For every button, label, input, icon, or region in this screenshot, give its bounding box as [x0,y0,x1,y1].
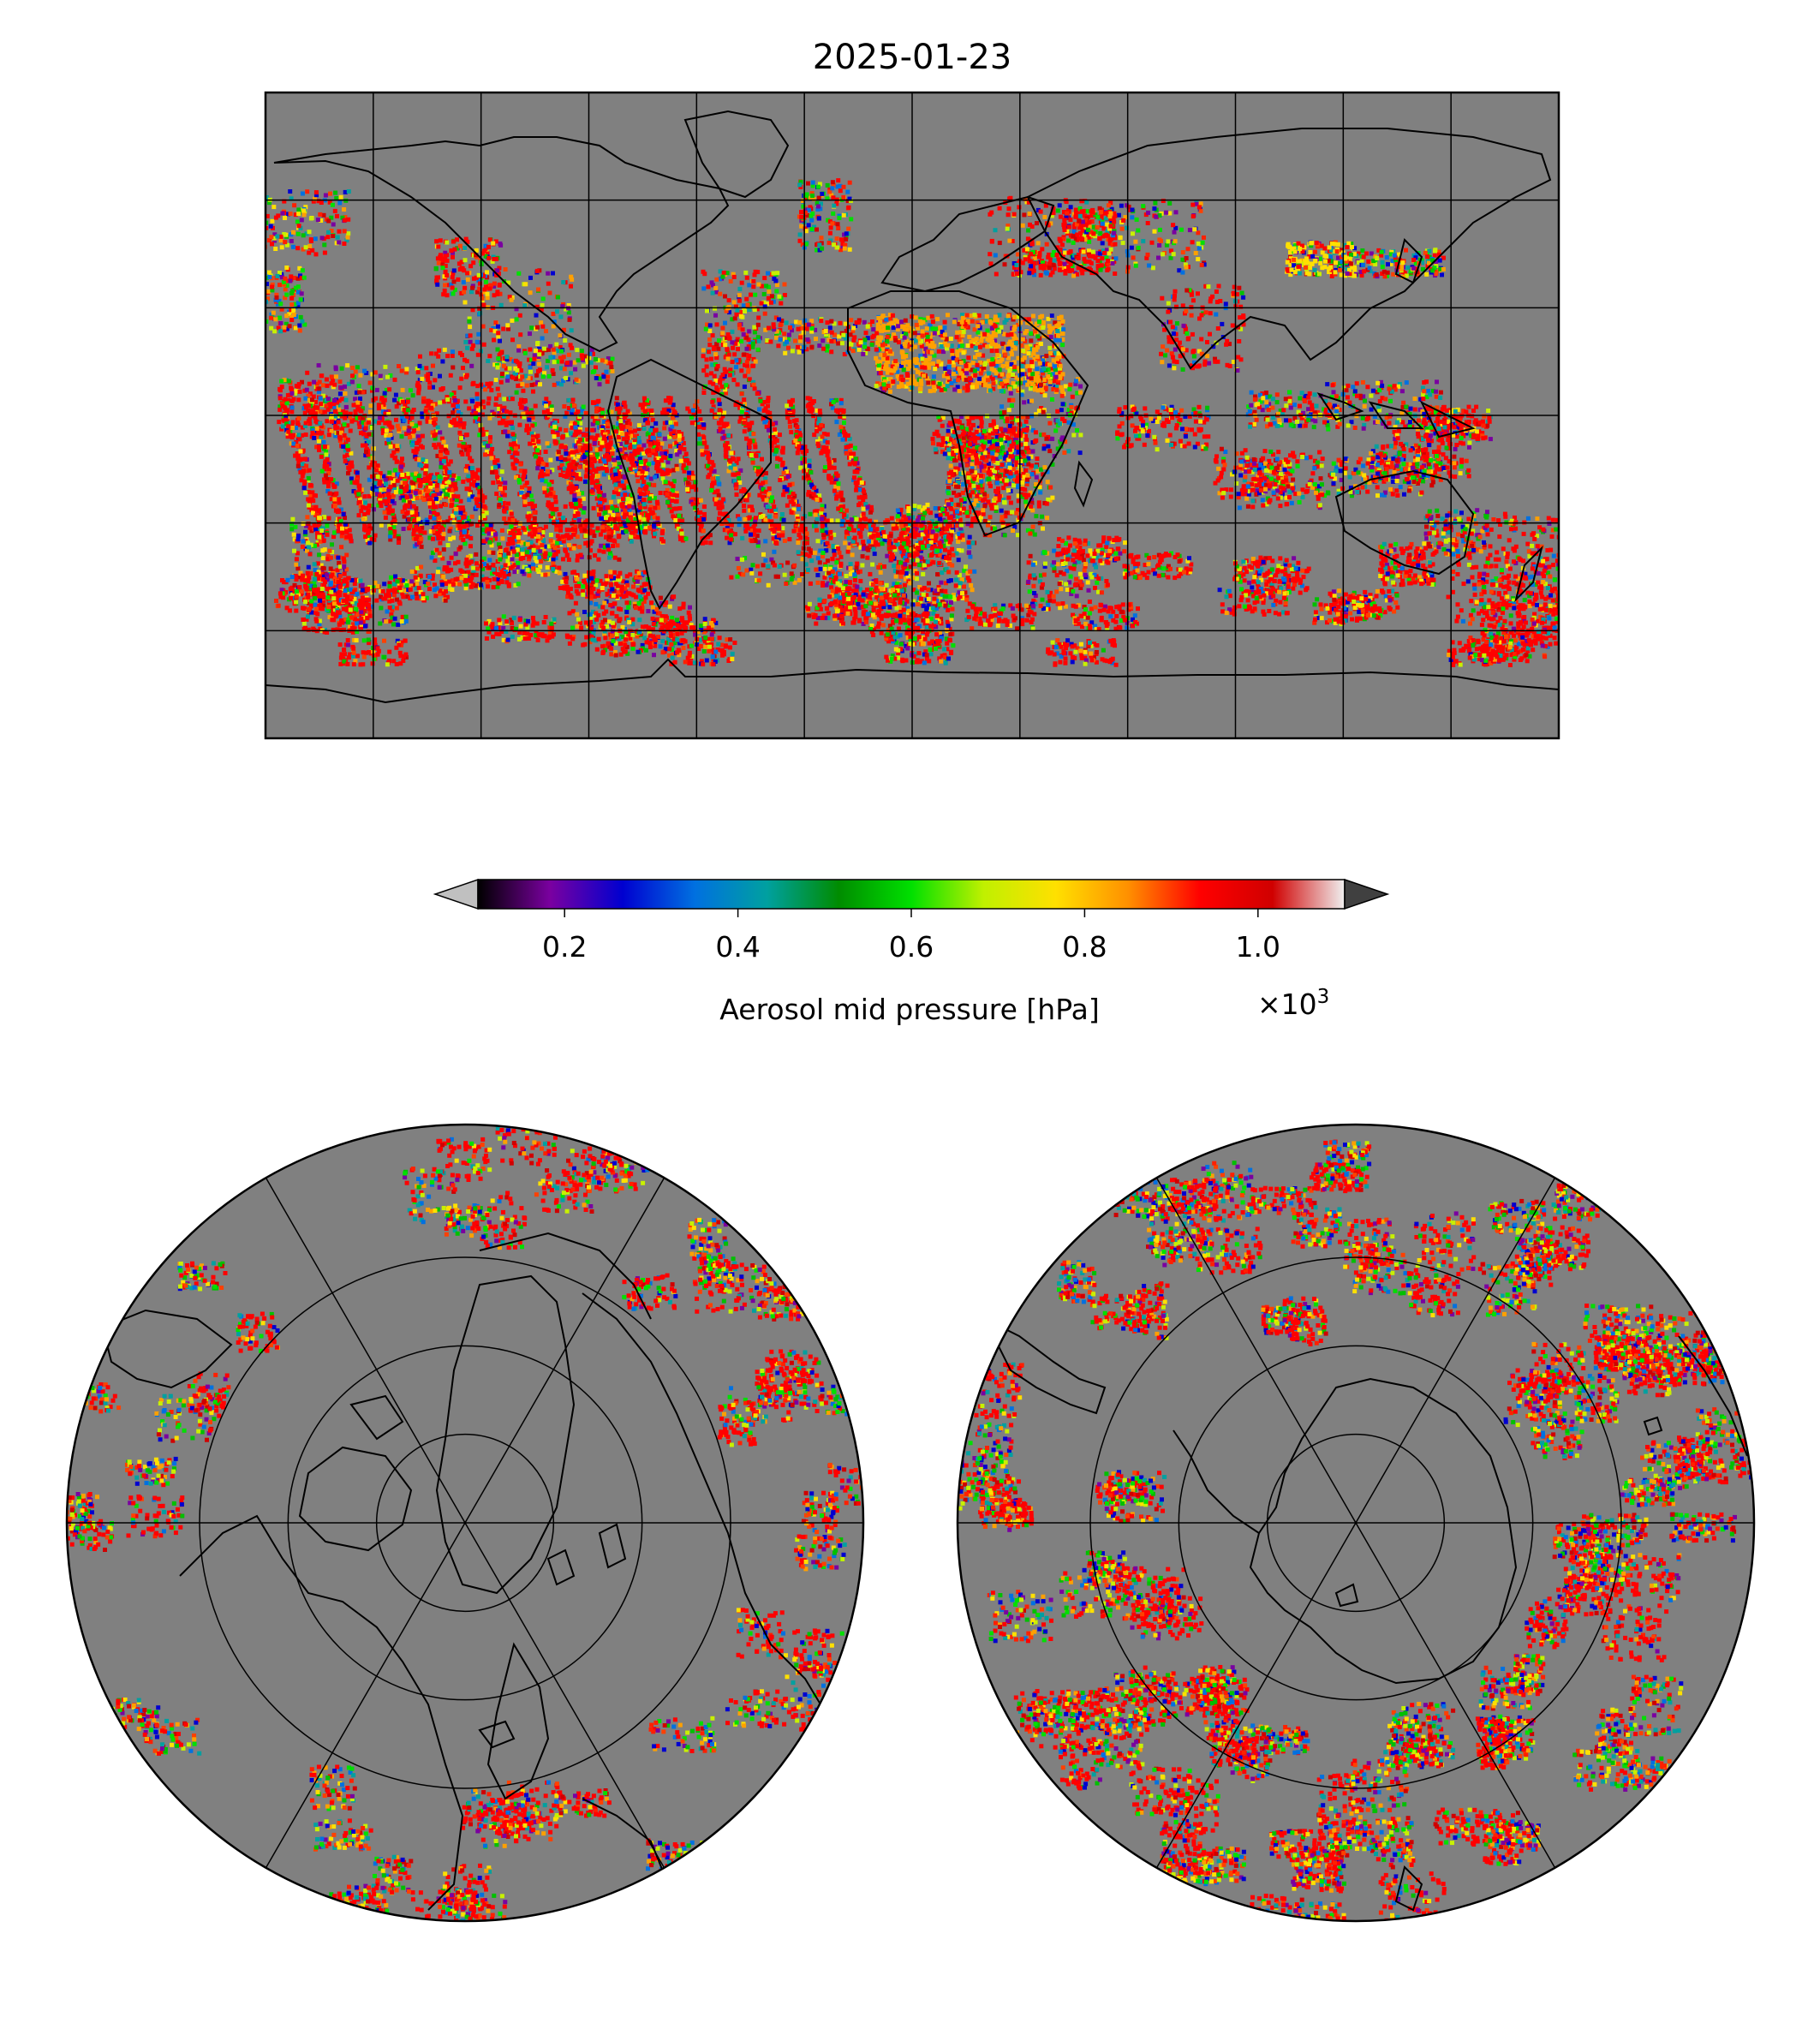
north-polar-map [65,1123,865,1923]
map-title: 2025-01-23 [813,38,1011,77]
global-map-frame [264,91,1560,740]
colorbar-tick-label: 0.6 [889,930,934,964]
colorbar-gradient [477,879,1346,910]
global-map [264,91,1560,740]
meridian-line [1355,1177,1556,1524]
colorbar-tick-label: 1.0 [1236,930,1280,964]
colorbar-label: Aerosol mid pressure [hPa] [719,993,1099,1026]
colorbar-multiplier-exponent: 3 [1317,986,1330,1008]
colorbar-tick-label: 0.2 [542,930,587,964]
meridian-line [265,1177,466,1524]
colorbar-multiplier-base: ×10 [1257,988,1317,1021]
colorbar-over-extension [1344,878,1390,910]
north-polar-coastlines [101,1232,849,1911]
south-polar-map [956,1123,1756,1923]
north-polar-gridlines [67,1177,863,1869]
colorbar-multiplier: ×103 [1257,986,1329,1021]
colorbar-under-extension [433,878,479,910]
colorbar-tick-label: 0.4 [715,930,760,964]
colorbar-ticks: 0.2 0.4 0.6 0.8 1.0 [542,909,1280,964]
south-polar-gridlines [958,1177,1754,1869]
colorbar-tick-label: 0.8 [1062,930,1107,964]
meridian-line [1155,1177,1357,1524]
global-gridlines [266,92,1559,738]
colorbar: 0.2 0.4 0.6 0.8 1.0 Aerosol mid pressure [hP… [433,878,1390,1026]
north-polar-frame [65,1123,865,1923]
global-coastlines [266,110,1559,704]
meridian-line [464,1522,665,1869]
meridian-line [265,1522,466,1869]
south-polar-frame [956,1123,1756,1923]
meridian-line [1155,1522,1357,1869]
meridian-line [464,1177,665,1524]
global-aerosol-pixels [266,178,1559,667]
south-polar-aerosol-pixels [958,1139,1754,1921]
meridian-line [1355,1522,1556,1869]
